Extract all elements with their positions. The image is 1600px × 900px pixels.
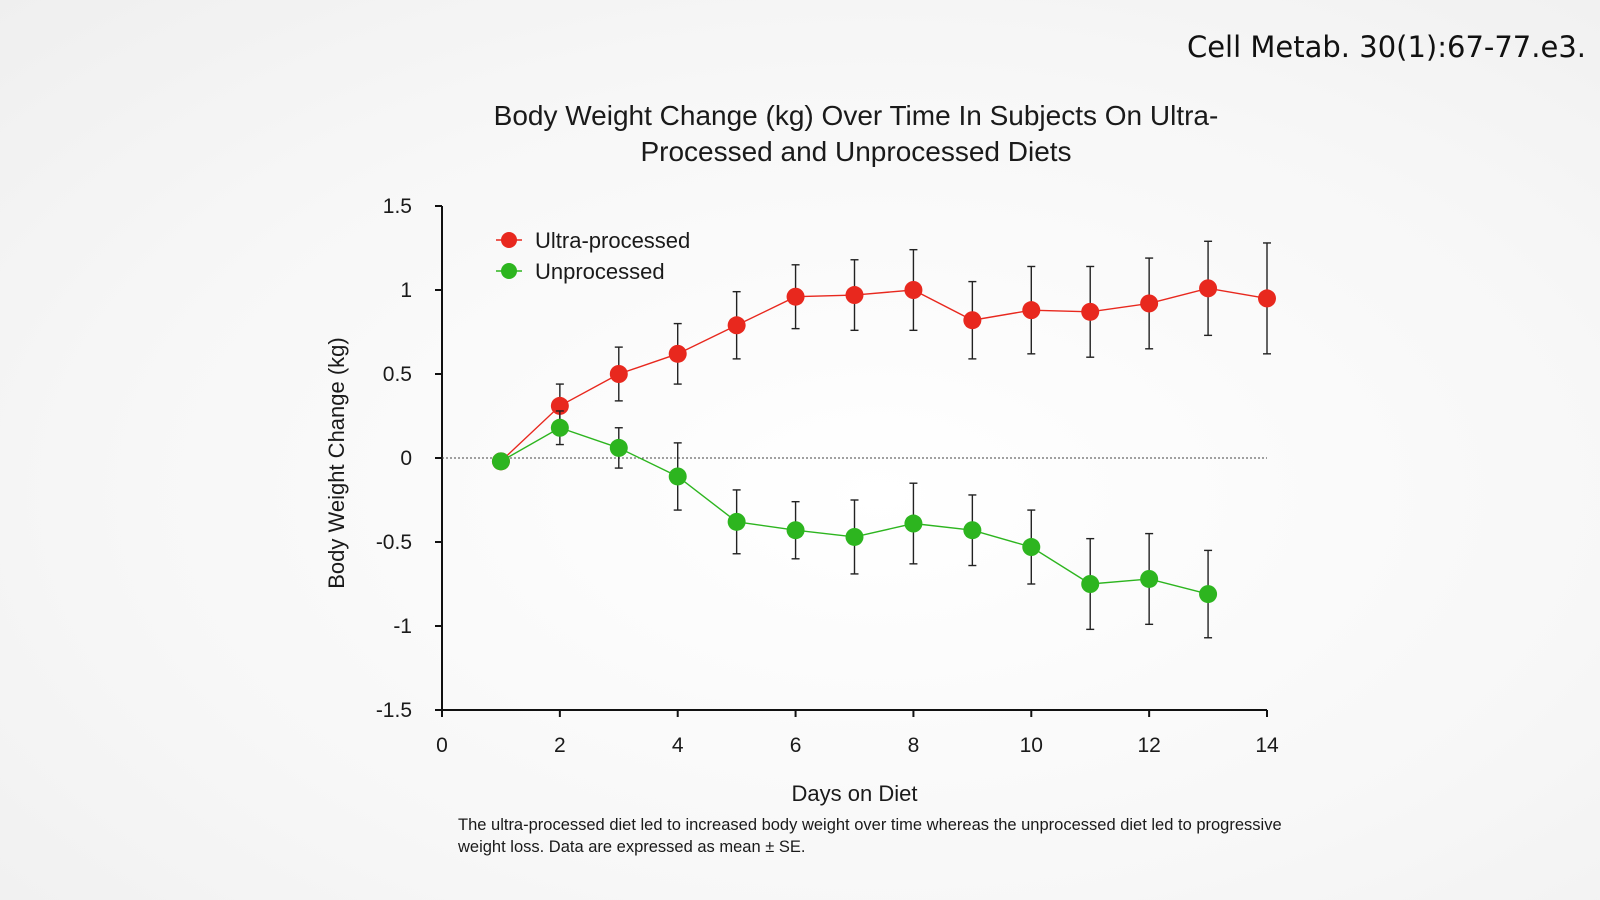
y-tick-label: 1.5 [383, 195, 412, 218]
data-point-ultra-processed [1140, 294, 1159, 313]
data-point-unprocessed [1199, 585, 1218, 604]
data-point-unprocessed [491, 452, 510, 471]
legend-label: Unprocessed [535, 259, 665, 284]
data-point-ultra-processed [609, 365, 628, 383]
y-tick-label: -1 [393, 615, 412, 638]
data-point-ultra-processed [550, 396, 569, 415]
data-point-unprocessed [786, 521, 805, 540]
data-point-ultra-processed [963, 311, 982, 330]
data-point-ultra-processed [668, 344, 687, 363]
series-unprocessed [491, 410, 1218, 639]
data-point-unprocessed [963, 521, 982, 540]
y-tick-label: 0 [400, 447, 412, 470]
data-point-ultra-processed [1258, 289, 1276, 308]
chart-title-line-1: Body Weight Change (kg) Over Time In Sub… [493, 100, 1219, 131]
x-tick-label: 0 [436, 734, 448, 757]
y-tick-label: 1 [400, 279, 412, 302]
legend-marker [501, 232, 517, 248]
legend-label: Ultra-processed [535, 228, 690, 253]
y-tick-label: 0.5 [383, 363, 412, 386]
y-axis-label: Body Weight Change (kg) [324, 337, 349, 589]
y-tick-label: -0.5 [376, 531, 412, 554]
x-tick-label: 2 [554, 734, 566, 757]
data-point-unprocessed [904, 514, 923, 533]
y-tick-label: -1.5 [376, 699, 412, 722]
data-point-unprocessed [1140, 569, 1159, 588]
citation-text: Cell Metab. 30(1):67-77.e3. [1186, 30, 1586, 64]
data-point-ultra-processed [1199, 279, 1218, 298]
data-point-unprocessed [845, 527, 864, 546]
legend-marker [501, 263, 517, 279]
x-tick-label: 8 [908, 734, 920, 757]
data-point-unprocessed [550, 418, 569, 437]
data-point-ultra-processed [1022, 301, 1041, 320]
chart-title-line-2: Processed and Unprocessed Diets [640, 136, 1072, 167]
data-point-unprocessed [727, 512, 746, 531]
data-point-unprocessed [1022, 538, 1041, 557]
series-line-ultra-processed [500, 287, 1268, 462]
data-point-ultra-processed [786, 287, 805, 306]
data-point-unprocessed [668, 467, 687, 486]
figure-caption: The ultra-processed diet led to increase… [458, 816, 1282, 856]
legend-item-unprocessed: Unprocessed [496, 259, 665, 284]
data-point-ultra-processed [845, 286, 864, 305]
x-tick-label: 10 [1020, 734, 1043, 757]
x-tick-label: 4 [672, 734, 684, 757]
chart-title: Body Weight Change (kg) Over Time In Sub… [400, 98, 1312, 170]
data-point-ultra-processed [1081, 302, 1100, 321]
x-tick-label: 12 [1137, 734, 1160, 757]
x-tick-label: 6 [790, 734, 802, 757]
data-point-ultra-processed [727, 316, 746, 335]
data-point-ultra-processed [904, 281, 923, 299]
series-ultra-processed [491, 240, 1276, 471]
data-point-unprocessed [609, 438, 628, 457]
legend-item-ultra-processed: Ultra-processed [496, 228, 690, 253]
x-tick-label: 14 [1255, 734, 1279, 757]
data-point-unprocessed [1081, 575, 1100, 593]
x-axis-label: Days on Diet [792, 781, 918, 806]
